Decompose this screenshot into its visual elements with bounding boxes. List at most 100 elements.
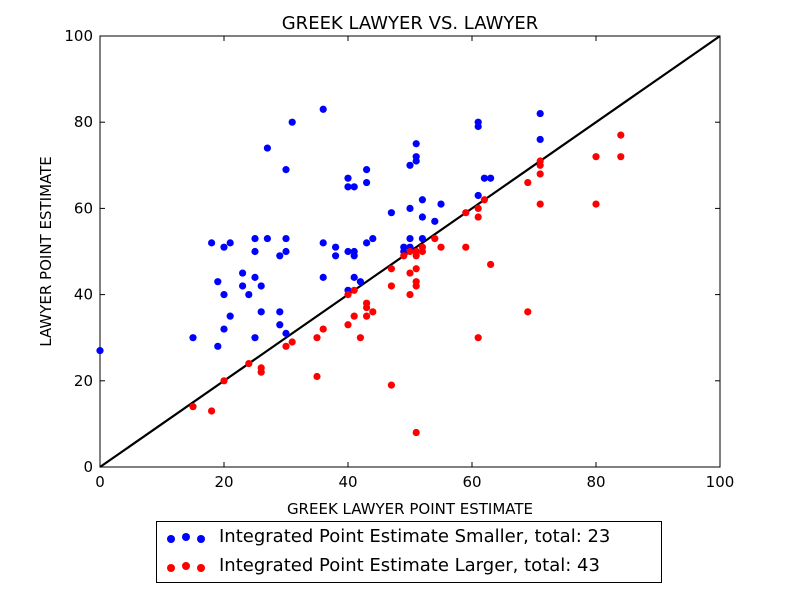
point-smaller bbox=[319, 273, 327, 281]
point-larger bbox=[474, 204, 482, 212]
point-smaller bbox=[263, 144, 271, 152]
point-smaller bbox=[406, 161, 414, 169]
point-smaller bbox=[344, 183, 352, 191]
point-larger bbox=[524, 178, 532, 187]
point-larger bbox=[536, 200, 544, 208]
point-larger bbox=[487, 260, 495, 269]
point-larger bbox=[412, 265, 420, 273]
point-larger bbox=[437, 243, 445, 251]
point-smaller bbox=[239, 282, 247, 290]
x-tick-label: 80 bbox=[586, 473, 605, 491]
point-smaller bbox=[276, 252, 284, 260]
point-larger bbox=[412, 282, 420, 290]
x-tick-label: 40 bbox=[338, 473, 357, 491]
point-larger bbox=[319, 325, 327, 333]
point-larger bbox=[400, 252, 408, 260]
point-larger bbox=[369, 308, 377, 316]
point-smaller bbox=[387, 209, 395, 217]
point-larger bbox=[350, 312, 358, 320]
point-larger bbox=[344, 291, 352, 299]
point-smaller bbox=[208, 239, 216, 247]
point-larger bbox=[592, 200, 600, 208]
y-tick-label: 80 bbox=[74, 113, 93, 131]
point-larger bbox=[536, 161, 544, 169]
point-smaller bbox=[344, 247, 352, 256]
point-smaller bbox=[363, 178, 371, 187]
point-smaller bbox=[257, 308, 265, 316]
point-larger bbox=[462, 209, 470, 217]
point-smaller bbox=[474, 191, 482, 200]
point-larger bbox=[617, 153, 625, 161]
point-smaller bbox=[282, 234, 290, 243]
point-smaller bbox=[418, 234, 426, 243]
point-smaller bbox=[487, 174, 495, 182]
point-smaller bbox=[220, 291, 228, 299]
point-smaller bbox=[344, 174, 352, 182]
point-larger bbox=[617, 131, 625, 139]
point-smaller bbox=[350, 273, 358, 281]
point-smaller bbox=[226, 239, 234, 247]
point-larger bbox=[189, 403, 197, 411]
point-larger bbox=[412, 428, 420, 437]
point-smaller bbox=[251, 247, 259, 256]
point-smaller bbox=[412, 140, 420, 148]
point-larger bbox=[363, 312, 371, 320]
point-smaller bbox=[214, 278, 222, 286]
point-smaller bbox=[418, 196, 426, 204]
legend-label-smaller: Integrated Point Estimate Smaller, total… bbox=[219, 526, 611, 547]
point-smaller bbox=[332, 252, 340, 260]
point-larger bbox=[245, 359, 253, 368]
point-larger bbox=[220, 377, 228, 385]
point-larger bbox=[356, 334, 364, 342]
point-larger bbox=[412, 252, 420, 260]
point-smaller bbox=[363, 166, 371, 174]
legend-marker-larger bbox=[167, 562, 205, 572]
point-smaller bbox=[319, 239, 327, 247]
legend-marker-smaller bbox=[167, 533, 205, 543]
point-larger bbox=[536, 170, 544, 178]
point-smaller bbox=[276, 308, 284, 316]
point-smaller bbox=[412, 157, 420, 165]
y-tick-label: 0 bbox=[83, 458, 93, 476]
point-larger bbox=[524, 308, 532, 316]
x-tick-label: 0 bbox=[95, 473, 105, 491]
point-larger bbox=[288, 338, 296, 346]
point-larger bbox=[387, 265, 395, 273]
point-smaller bbox=[332, 243, 340, 251]
point-smaller bbox=[536, 109, 544, 118]
point-smaller bbox=[363, 239, 371, 247]
point-larger bbox=[406, 269, 414, 277]
x-tick-label: 60 bbox=[462, 473, 481, 491]
point-larger bbox=[406, 291, 414, 299]
y-tick-label: 60 bbox=[74, 199, 93, 217]
point-smaller bbox=[251, 334, 259, 342]
point-smaller bbox=[251, 234, 259, 243]
point-smaller bbox=[282, 166, 290, 174]
series-smaller bbox=[96, 105, 544, 355]
point-smaller bbox=[480, 174, 488, 182]
point-smaller bbox=[474, 122, 482, 131]
point-smaller bbox=[189, 334, 197, 342]
point-smaller bbox=[356, 278, 364, 286]
point-smaller bbox=[220, 325, 228, 333]
y-tick-label: 40 bbox=[74, 286, 93, 304]
legend: Integrated Point Estimate Smaller, total… bbox=[156, 521, 662, 583]
point-larger bbox=[363, 303, 371, 312]
point-larger bbox=[474, 213, 482, 221]
point-larger bbox=[387, 381, 395, 389]
point-smaller bbox=[96, 347, 104, 355]
point-larger bbox=[592, 153, 600, 161]
point-smaller bbox=[220, 243, 228, 251]
x-tick-label: 20 bbox=[214, 473, 233, 491]
point-smaller bbox=[288, 118, 296, 126]
point-smaller bbox=[214, 342, 222, 350]
point-smaller bbox=[536, 135, 544, 144]
plot-frame bbox=[99, 35, 721, 468]
point-smaller bbox=[257, 282, 265, 290]
legend-label-larger: Integrated Point Estimate Larger, total:… bbox=[219, 555, 600, 576]
point-larger bbox=[406, 247, 414, 256]
point-smaller bbox=[239, 269, 247, 277]
point-smaller bbox=[282, 329, 290, 337]
point-smaller bbox=[226, 312, 234, 320]
